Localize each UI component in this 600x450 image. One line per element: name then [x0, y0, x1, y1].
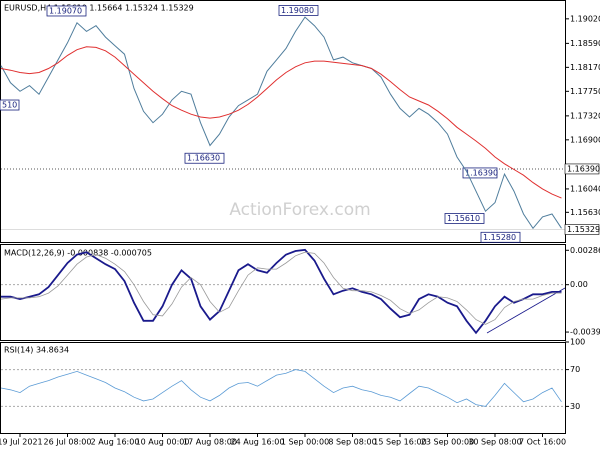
- series-line: [0, 369, 562, 407]
- annotation: 1.16630: [187, 154, 220, 163]
- series-line: [0, 46, 562, 199]
- price-label: 1.15329: [567, 225, 600, 234]
- panel-title: EURUSD,H4 1.15610 1.15664 1.15324 1.1532…: [4, 4, 194, 13]
- annotation-box: [184, 152, 225, 164]
- x-tick-label: 19 Jul 2021: [0, 438, 43, 447]
- macd-panel: [0, 244, 566, 341]
- series-line: [0, 251, 562, 325]
- annotation-box: [278, 5, 319, 16]
- x-tick-label: 30 Sep 08:00: [468, 438, 521, 447]
- y-tick-label: 1.15630: [570, 208, 600, 217]
- price-panel: [0, 0, 566, 243]
- annotation: 1.15610: [447, 214, 480, 223]
- y-tick-label: 0.002861: [570, 246, 600, 255]
- y-tick-label: 70: [570, 365, 580, 374]
- annotation-box: [0, 99, 20, 111]
- panel-title: MACD(12,26,9) -0.000838 -0.000705: [4, 249, 152, 258]
- series-line: [0, 16, 562, 230]
- annotation: 1.19070: [49, 6, 82, 15]
- y-tick-label: 1.19020: [570, 14, 600, 23]
- y-tick-label: 1.17750: [570, 87, 600, 96]
- rsi-panel: [0, 342, 566, 434]
- series-line: [1, 248, 562, 335]
- panel-title: RSI(14) 34.8634: [4, 346, 69, 355]
- x-tick-label: 17 Aug 08:00: [183, 438, 237, 447]
- x-tick-label: 10 Aug 00:00: [136, 438, 190, 447]
- annotation: 1.19080: [281, 6, 314, 15]
- y-tick-label: 1.16040: [570, 184, 600, 193]
- annotation-box: [480, 231, 521, 243]
- annotation: 510: [2, 101, 17, 110]
- annotation-box: [462, 167, 498, 179]
- price-box: [564, 224, 600, 235]
- price-label: 1.16390: [567, 164, 600, 173]
- annotation-box: [46, 5, 87, 17]
- annotation: 1.15280: [483, 233, 516, 242]
- x-tick-label: 7 Oct 16:00: [519, 438, 566, 447]
- x-tick-label: 26 Jul 08:00: [44, 438, 92, 447]
- price-box: [564, 163, 600, 175]
- watermark: ActionForex.com: [229, 200, 370, 220]
- y-tick-label: 30: [570, 402, 580, 411]
- annotation: 1.16390: [465, 168, 498, 177]
- trend-line: [486, 287, 566, 334]
- x-tick-label: 24 Aug 16:00: [231, 438, 285, 447]
- y-tick-label: -0.00394: [570, 328, 600, 337]
- x-tick-label: 15 Sep 16:00: [373, 438, 426, 447]
- y-tick-label: 100: [570, 338, 585, 347]
- y-tick-label: 1.18590: [570, 39, 600, 48]
- x-tick-label: 8 Sep 08:00: [328, 438, 376, 447]
- y-tick-label: 0.00: [570, 280, 588, 289]
- annotation-box: [444, 213, 485, 224]
- x-tick-label: 2 Aug 16:00: [91, 438, 140, 447]
- y-tick-label: 1.18170: [570, 63, 600, 72]
- x-tick-label: 23 Sep 00:00: [421, 438, 474, 447]
- y-tick-label: 1.17320: [570, 111, 600, 120]
- y-tick-label: 1.16900: [570, 135, 600, 144]
- x-tick-label: 1 Sep 00:00: [281, 438, 329, 447]
